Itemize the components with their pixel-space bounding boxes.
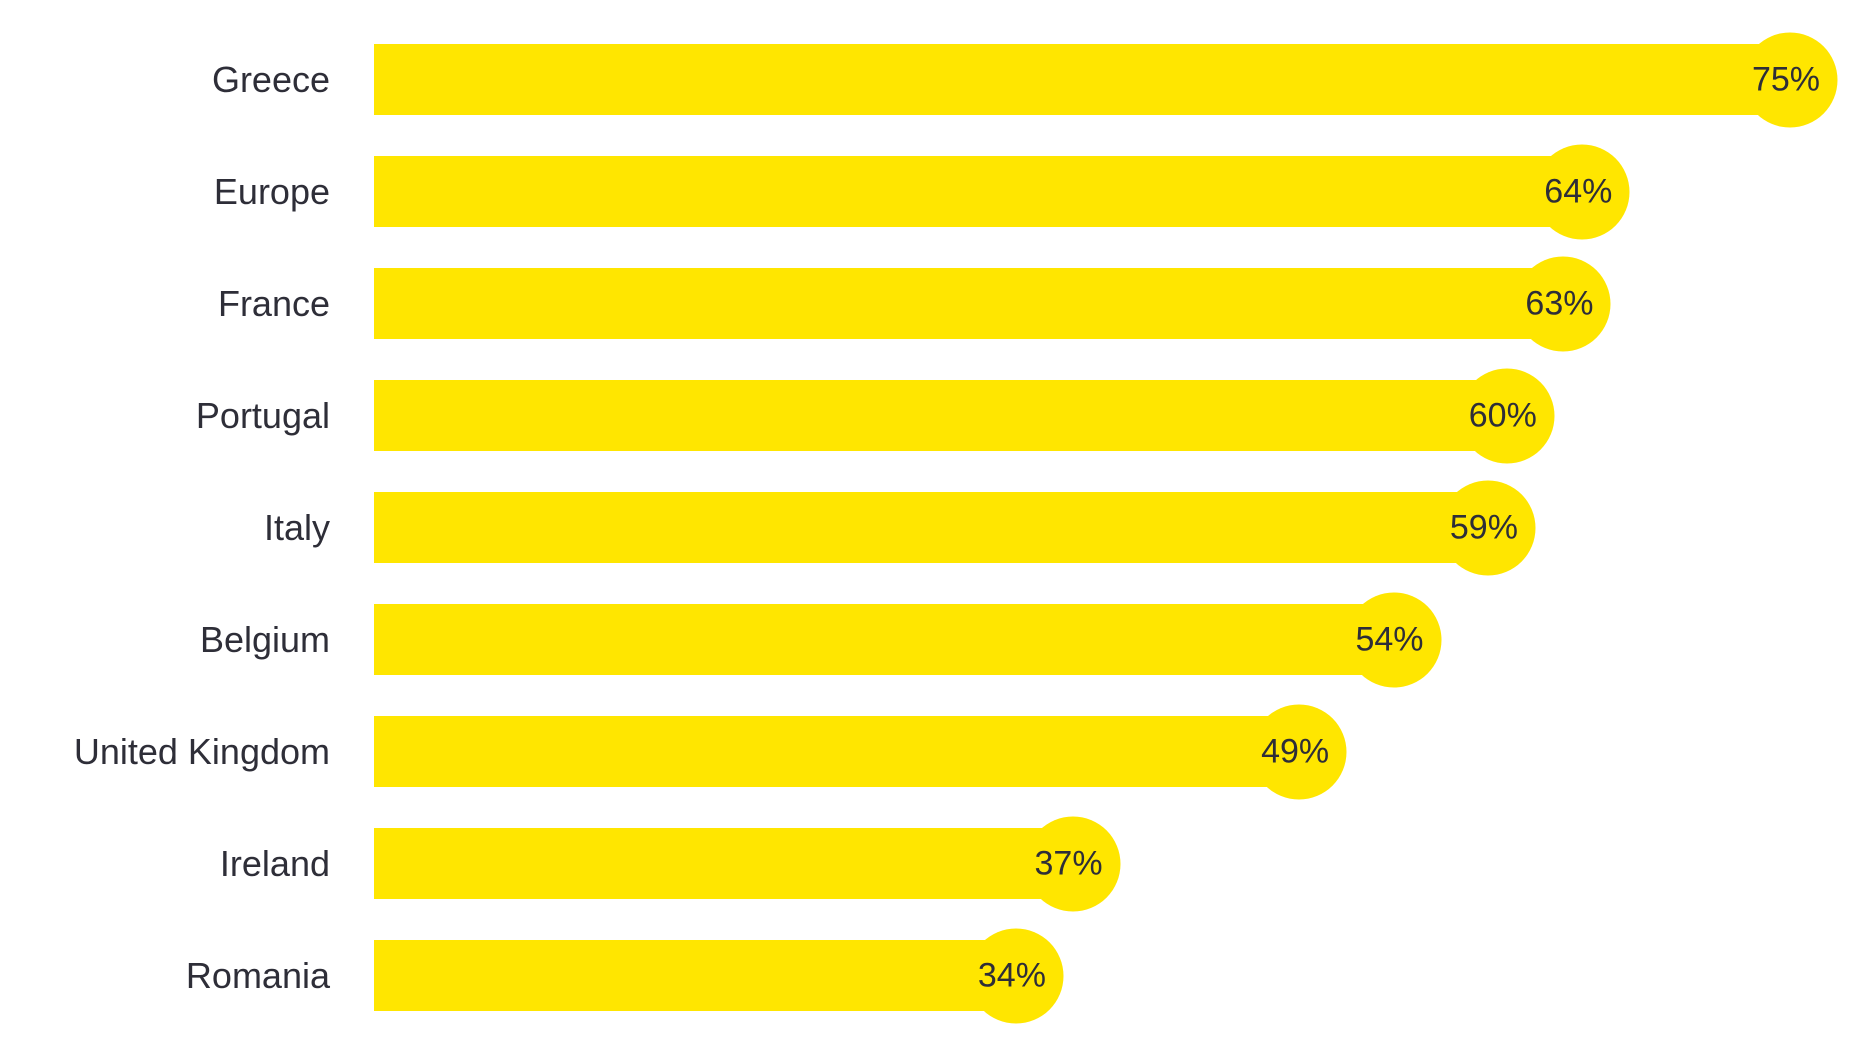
bar-row: Ireland 37% [0, 816, 1864, 911]
bar-track: 37% [374, 816, 1864, 911]
bar: 60% [374, 368, 1555, 463]
value-bubble: 54% [1346, 592, 1442, 687]
category-label: France [217, 282, 330, 324]
bar-row: Belgium 54% [0, 592, 1864, 687]
bar: 49% [374, 704, 1347, 799]
category-label: Ireland [219, 842, 330, 884]
bar: 34% [374, 928, 1064, 1023]
value-label: 59% [1449, 508, 1518, 547]
value-bubble: 49% [1251, 704, 1347, 799]
bar: 64% [374, 144, 1630, 239]
bar: 63% [374, 256, 1611, 351]
bar-track: 49% [374, 704, 1864, 799]
bar-track: 64% [374, 144, 1864, 239]
bar: 54% [374, 592, 1442, 687]
value-bubble: 37% [1025, 816, 1121, 911]
category-label: Portugal [195, 394, 330, 436]
bar-row: Europe 64% [0, 144, 1864, 239]
bar-track: 59% [374, 480, 1864, 575]
value-label: 49% [1261, 732, 1330, 771]
value-bubble: 59% [1440, 480, 1536, 575]
bar-row: Greece 75% [0, 32, 1864, 127]
value-bubble: 63% [1515, 256, 1611, 351]
bar-row: United Kingdom 49% [0, 704, 1864, 799]
bar-track: 34% [374, 928, 1864, 1023]
value-bubble: 34% [968, 928, 1064, 1023]
category-label: Greece [211, 58, 330, 100]
value-label: 64% [1544, 172, 1613, 211]
bar: 59% [374, 480, 1536, 575]
bar-row: France 63% [0, 256, 1864, 351]
value-label: 34% [977, 956, 1046, 995]
category-label: Romania [185, 954, 330, 996]
value-label: 54% [1355, 620, 1424, 659]
value-bubble: 64% [1534, 144, 1630, 239]
bar-track: 75% [374, 32, 1864, 127]
bar: 37% [374, 816, 1121, 911]
value-label: 75% [1751, 60, 1821, 99]
bar-row: Romania 34% [0, 928, 1864, 1023]
value-bubble: 60% [1459, 368, 1555, 463]
category-label: Europe [213, 170, 330, 212]
bar-track: 63% [374, 256, 1864, 351]
category-label: Italy [263, 506, 330, 548]
bar-row: Italy 59% [0, 480, 1864, 575]
value-label: 63% [1525, 284, 1594, 323]
bar-track: 54% [374, 592, 1864, 687]
category-label: United Kingdom [73, 730, 330, 772]
bar-row: Portugal 60% [0, 368, 1864, 463]
bar-track: 60% [374, 368, 1864, 463]
value-label: 37% [1034, 844, 1103, 883]
value-label: 60% [1468, 396, 1537, 435]
bar: 75% [374, 32, 1838, 127]
category-label: Belgium [199, 618, 330, 660]
value-bubble: 75% [1742, 32, 1838, 127]
